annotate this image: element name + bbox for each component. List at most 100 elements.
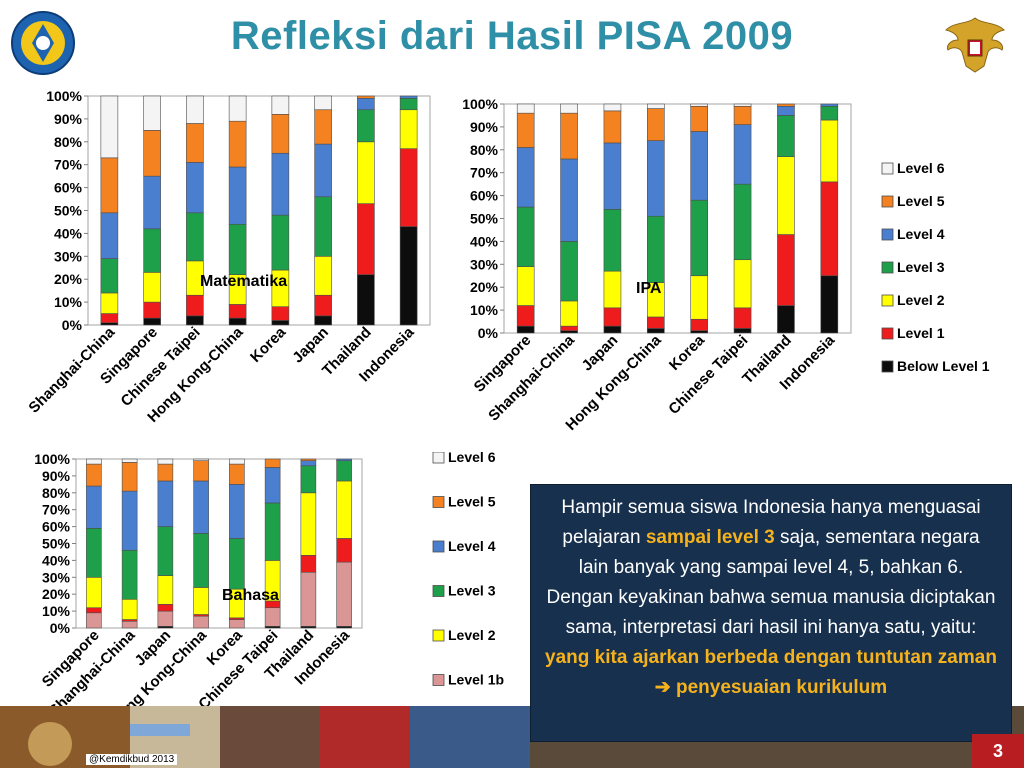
ipa-bar-singapore-level-2 (516, 266, 535, 306)
ipa-x-label-korea: Korea (666, 331, 709, 374)
ipa-bar-japan-level-5 (603, 110, 622, 144)
matematika-bar-japan-level-5 (314, 109, 332, 145)
ipa-y-tick-label: 0% (478, 325, 499, 341)
matematika-bar-thailand-below-level-1 (357, 274, 375, 326)
matematika-bar-shanghai-china-level-2 (100, 292, 119, 314)
bahasa-bar-shanghai-china-level-2 (121, 598, 138, 620)
bahasa-y-tick-label: 60% (42, 519, 71, 535)
bahasa-legend-label-level-1b: Level 1b (448, 672, 504, 688)
ipa-legend-swatch-below-level-1 (881, 360, 894, 373)
matematika-bar-hong-kong-china-level-1 (228, 304, 247, 319)
bahasa-y-tick-label: 30% (42, 569, 71, 585)
ipa-legend-label-level-5: Level 5 (897, 193, 945, 209)
ipa-bar-chinese-taipei-level-5 (733, 105, 752, 125)
bahasa-y-tick-label: 20% (42, 586, 71, 602)
matematika-bar-korea-level-5 (271, 114, 290, 154)
ipa-bar-hong-kong-china-level-4 (647, 140, 665, 217)
bahasa-bar-thailand-level-1b (300, 571, 317, 627)
bahasa-legend-label-level-2: Level 2 (448, 627, 496, 643)
ipa-bar-shanghai-china-level-5 (560, 112, 578, 160)
bahasa-bar-singapore-level-3 (86, 527, 102, 578)
callout-highlight-conclusion: yang kita ajarkan berbeda dengan tuntuta… (545, 647, 997, 668)
matematika-bar-indonesia-below-level-1 (399, 226, 418, 326)
ipa-bar-indonesia-level-2 (820, 119, 839, 183)
ipa-bar-shanghai-china-below-level-1 (560, 330, 578, 334)
bahasa-bar-thailand-level-4 (300, 460, 317, 467)
matematika-bar-japan-level-6 (314, 95, 332, 111)
ipa-y-tick-label: 100% (462, 96, 498, 112)
ipa-bar-japan-level-1 (603, 307, 622, 327)
ipa-bar-thailand-level-2 (777, 156, 795, 235)
ipa-bar-singapore-level-6 (516, 103, 535, 114)
ipa-y-tick-label: 10% (470, 302, 499, 318)
matematika-y-tick-label: 20% (54, 271, 83, 287)
matematika-y-tick-label: 30% (54, 248, 83, 264)
matematika-bar-indonesia-level-2 (399, 109, 418, 149)
matematika-bar-chinese-taipei-below-level-1 (186, 315, 204, 326)
bahasa-bar-shanghai-china-level-4 (121, 490, 138, 551)
matematika-y-tick-label: 50% (54, 203, 83, 219)
matematika-y-tick-label: 100% (46, 88, 82, 104)
bahasa-y-tick-label: 90% (42, 468, 71, 484)
matematika-bar-singapore-level-6 (143, 95, 161, 131)
ipa-bar-indonesia-below-level-1 (820, 275, 839, 334)
matematika-bar-singapore-below-level-1 (143, 317, 161, 326)
matematika-bar-singapore-level-1 (143, 301, 161, 319)
bahasa-bar-chinese-taipei-level-4 (264, 467, 281, 504)
bahasa-bar-japan-level-2 (157, 575, 174, 605)
bahasa-bar-shanghai-china-level-3 (121, 549, 138, 600)
matematika-bar-japan-level-2 (314, 256, 332, 296)
ipa-bar-japan-level-3 (603, 209, 622, 272)
matematika-x-label-korea: Korea (247, 323, 290, 366)
ipa-y-tick-label: 80% (470, 142, 499, 158)
bahasa-bar-korea-level-5 (229, 463, 245, 485)
ipa-bar-shanghai-china-level-4 (560, 158, 578, 242)
bahasa-bar-indonesia-level-4 (336, 458, 352, 461)
ipa-legend-label-level-6: Level 6 (897, 160, 945, 176)
callout-box: Hampir semua siswa Indonesia hanya mengu… (530, 484, 1012, 742)
ipa-bar-hong-kong-china-level-6 (647, 103, 665, 109)
ipa-y-tick-label: 70% (470, 165, 499, 181)
ipa-bar-chinese-taipei-level-4 (733, 124, 752, 185)
matematika-bar-shanghai-china-level-1 (100, 313, 119, 324)
matematika-bar-singapore-level-5 (143, 130, 161, 177)
bahasa-legend-swatch-level-1b (432, 674, 445, 686)
bahasa-bar-shanghai-china-level-6 (121, 458, 138, 463)
ipa-bar-chinese-taipei-level-1 (733, 307, 752, 329)
garuda-emblem (945, 17, 1005, 73)
bahasa-bar-korea-level-4 (229, 484, 245, 539)
ipa-y-tick-label: 20% (470, 279, 499, 295)
bahasa-legend-label-level-5: Level 5 (448, 494, 496, 510)
bahasa-bar-japan-level-1a (157, 604, 174, 612)
matematika-bar-thailand-level-2 (357, 141, 375, 204)
matematika-bar-japan-below-level-1 (314, 315, 332, 326)
matematika-bar-shanghai-china-level-5 (100, 157, 119, 214)
bahasa-bar-indonesia-level-1a (336, 538, 352, 563)
ipa-bar-chinese-taipei-below-level-1 (733, 328, 752, 334)
ipa-bar-thailand-level-1 (777, 234, 795, 306)
ipa-bar-japan-level-6 (603, 103, 622, 112)
bahasa-bar-korea-level-3 (229, 538, 245, 590)
bahasa-bar-hong-kong-china-level-1b (193, 615, 209, 629)
bahasa-bar-chinese-taipei-level-5 (264, 458, 281, 468)
bahasa-bar-indonesia-level-3 (336, 460, 352, 482)
chart-ipa: 0%10%20%30%40%50%60%70%80%90%100%Singapo… (462, 96, 990, 434)
bahasa-bar-hong-kong-china-level-5 (193, 460, 209, 482)
bahasa-bar-japan-level-1b (157, 610, 174, 627)
matematika-bar-singapore-level-2 (143, 272, 161, 303)
ipa-bar-korea-level-4 (690, 131, 708, 201)
matematika-y-tick-label: 80% (54, 134, 83, 150)
matematika-bar-japan-level-1 (314, 294, 332, 317)
matematika-bar-shanghai-china-level-3 (100, 258, 119, 294)
ipa-legend-swatch-level-2 (881, 294, 894, 307)
bahasa-bar-singapore-level-5 (86, 463, 102, 487)
ipa-bar-japan-level-2 (603, 270, 622, 309)
ipa-bar-singapore-below-level-1 (516, 325, 535, 334)
bahasa-bar-shanghai-china-level-5 (121, 462, 138, 492)
bahasa-y-tick-label: 100% (34, 452, 70, 467)
matematika-bar-hong-kong-china-level-6 (228, 95, 247, 122)
ipa-bar-singapore-level-3 (516, 206, 535, 267)
ipa-legend-label-level-3: Level 3 (897, 259, 945, 275)
callout-text-2: saja, sementara negara lain banyak yang … (546, 527, 996, 638)
bahasa-bar-singapore-level-1b (86, 612, 102, 629)
